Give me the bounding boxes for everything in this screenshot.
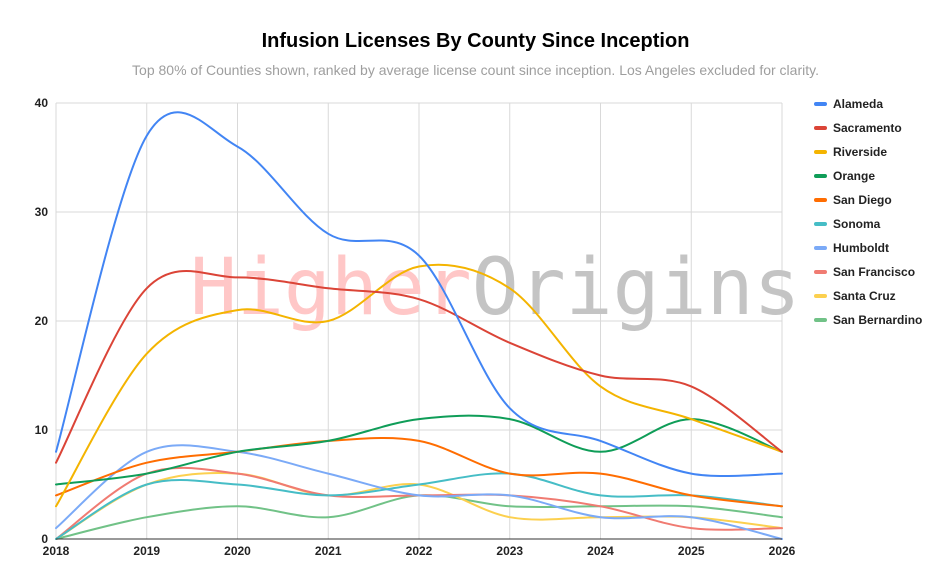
legend-item-san-diego[interactable]: San Diego [814, 193, 892, 207]
y-tick-label: 20 [35, 314, 49, 328]
series-line-san-diego [55, 437, 783, 508]
legend-swatch [814, 246, 827, 250]
legend-label: Riverside [833, 145, 887, 159]
watermark-part-2: Origins [472, 243, 801, 333]
legend-swatch [814, 150, 827, 154]
legend-label: Santa Cruz [833, 289, 896, 303]
x-tick-label: 2025 [678, 544, 705, 558]
legend-label: San Diego [833, 193, 892, 207]
legend-item-riverside[interactable]: Riverside [814, 145, 887, 159]
x-tick-label: 2024 [587, 544, 614, 558]
legend-label: Orange [833, 169, 875, 183]
legend-item-sacramento[interactable]: Sacramento [814, 121, 902, 135]
y-tick-label: 30 [35, 205, 49, 219]
x-tick-label: 2026 [769, 544, 796, 558]
legend-item-orange[interactable]: Orange [814, 169, 875, 183]
series-lines [55, 111, 783, 540]
chart-subtitle: Top 80% of Counties shown, ranked by ave… [132, 62, 819, 78]
y-tick-label: 0 [41, 532, 48, 546]
legend-swatch [814, 126, 827, 130]
legend-label: Alameda [833, 97, 883, 111]
series-line-riverside [55, 263, 783, 508]
legend-swatch [814, 294, 827, 298]
legend-swatch [814, 198, 827, 202]
x-tick-label: 2019 [133, 544, 160, 558]
legend-item-sonoma[interactable]: Sonoma [814, 217, 881, 231]
legend-label: Sonoma [833, 217, 881, 231]
series-line-alameda [55, 111, 783, 478]
legend-swatch [814, 174, 827, 178]
y-tick-label: 40 [35, 96, 49, 110]
legend-label: Sacramento [833, 121, 902, 135]
x-tick-label: 2018 [43, 544, 70, 558]
x-tick-label: 2020 [224, 544, 251, 558]
legend-item-alameda[interactable]: Alameda [814, 97, 883, 111]
x-tick-label: 2021 [315, 544, 342, 558]
legend-swatch [814, 222, 827, 226]
series-line-sonoma [55, 472, 783, 540]
axes: 0 10 20 30 40 2018 2019 2020 2021 2022 2023 2024 202… [35, 96, 796, 558]
legend-item-humboldt[interactable]: Humboldt [814, 241, 889, 255]
watermark: HigherOrigins [190, 243, 801, 333]
series-line-orange [55, 414, 783, 486]
legend-label: Humboldt [833, 241, 889, 255]
svg-text:HigherOrigins: HigherOrigins [190, 243, 801, 333]
y-tick-label: 10 [35, 423, 49, 437]
legend-swatch [814, 270, 827, 274]
series-line-sacramento [55, 270, 783, 464]
legend: Alameda Sacramento Riverside Orange San Dieg… [814, 97, 922, 327]
legend-item-san-francisco[interactable]: San Francisco [814, 265, 915, 279]
legend-swatch [814, 318, 827, 322]
x-tick-label: 2023 [496, 544, 523, 558]
legend-item-santa-cruz[interactable]: Santa Cruz [814, 289, 896, 303]
legend-item-san-bernardino[interactable]: San Bernardino [814, 313, 922, 327]
series-line-humboldt [55, 444, 783, 540]
legend-label: San Bernardino [833, 313, 922, 327]
legend-label: San Francisco [833, 265, 915, 279]
legend-swatch [814, 102, 827, 106]
x-tick-label: 2022 [406, 544, 433, 558]
chart-title: Infusion Licenses By County Since Incept… [261, 30, 690, 52]
